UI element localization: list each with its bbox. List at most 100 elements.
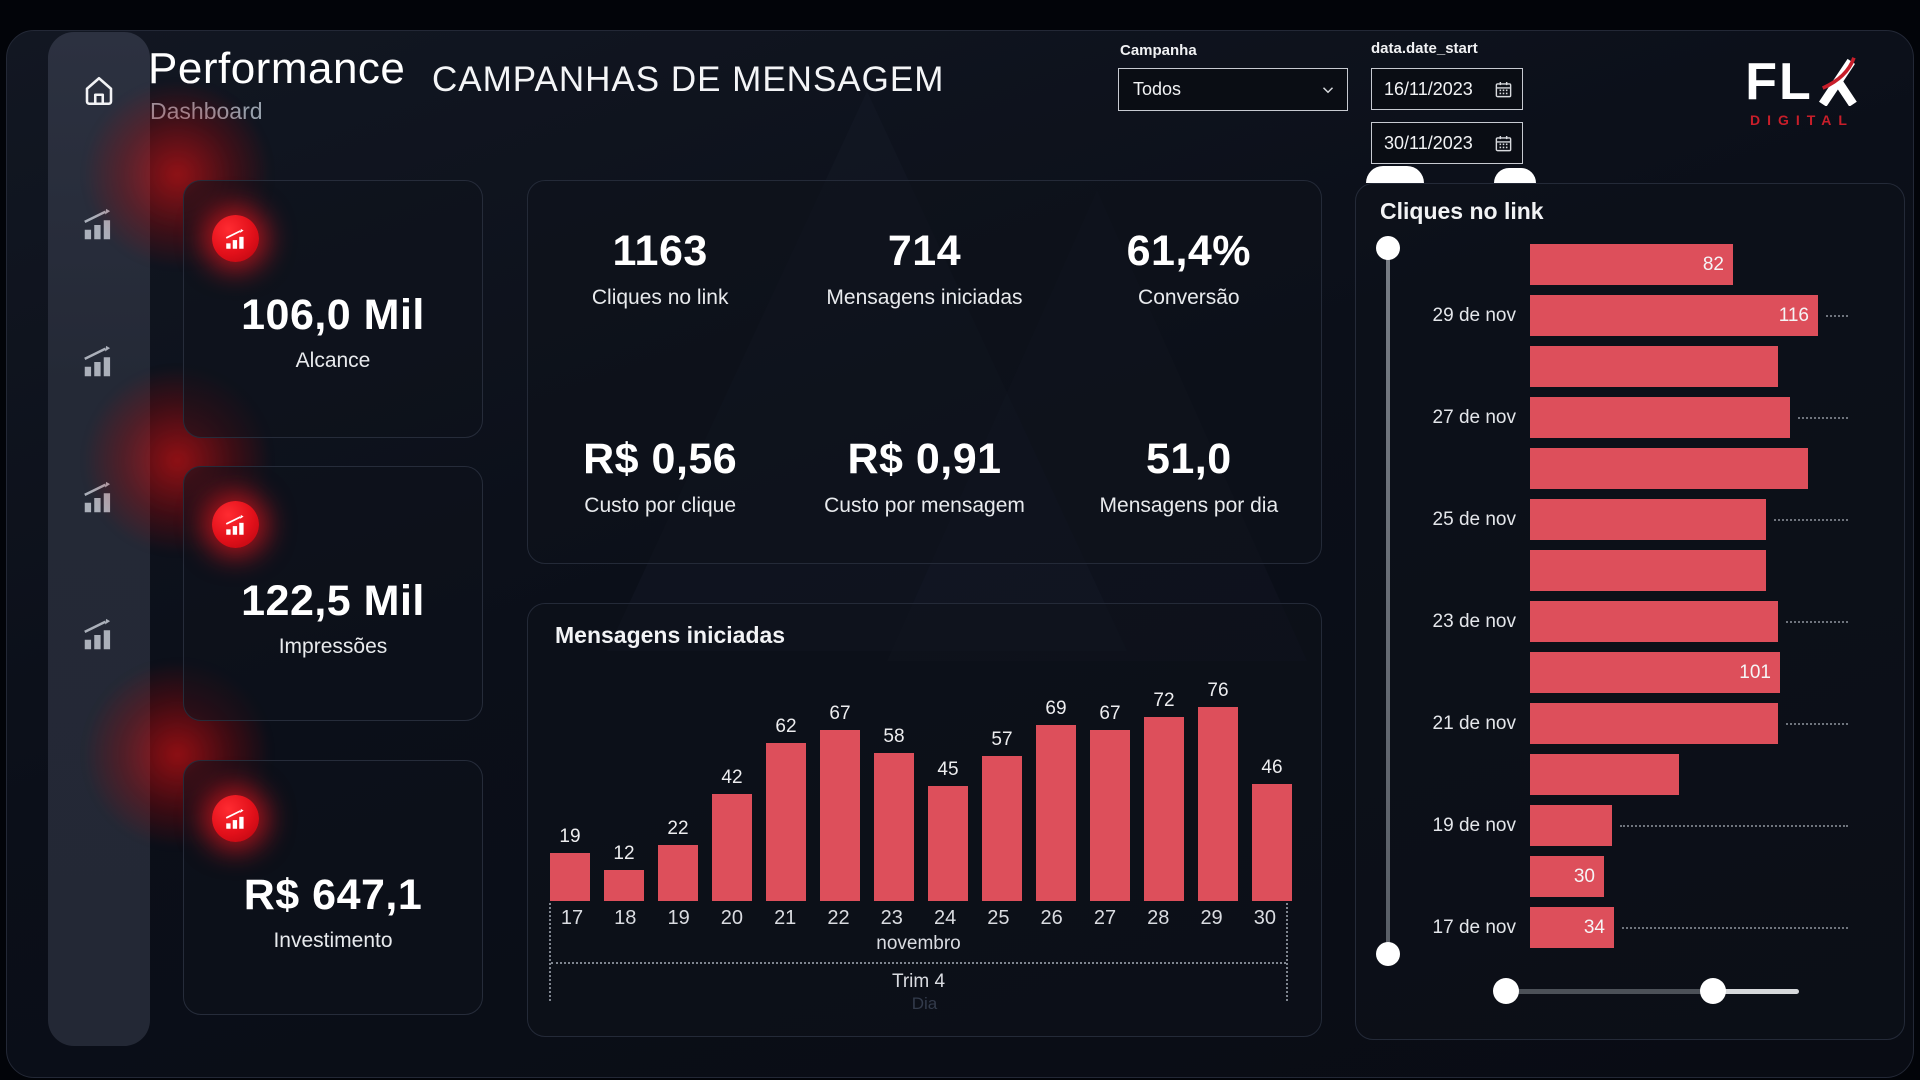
bar[interactable] (1530, 601, 1778, 642)
bar[interactable] (1530, 703, 1778, 744)
vertical-zoom-slider-handle-bottom[interactable] (1376, 942, 1400, 966)
bar-chart-trend-icon (84, 345, 111, 377)
horizontal-zoom-slider-handle-left[interactable] (1493, 978, 1519, 1004)
day-tick-label: 25 (987, 907, 1010, 929)
bar-value-label: 46 (1261, 757, 1283, 778)
bar[interactable]: 30 (1530, 856, 1604, 897)
bar-column[interactable]: 58 (874, 726, 914, 901)
stat-value: 1163 (612, 227, 708, 275)
bar[interactable]: 116 (1530, 295, 1818, 336)
date-start-input[interactable]: 16/11/2023 (1371, 68, 1523, 110)
bar[interactable] (1530, 346, 1778, 387)
bar[interactable] (1198, 707, 1238, 901)
bar[interactable] (1530, 499, 1766, 540)
bar-value-label: 76 (1207, 680, 1229, 701)
clicks-row (1404, 754, 1848, 795)
clicks-row: 29 de nov 116 (1404, 295, 1848, 336)
bar-column[interactable]: 69 (1036, 698, 1076, 901)
bar-chart-trend-icon (225, 808, 244, 829)
range-slider-handle[interactable] (1494, 168, 1536, 183)
axis-divider (551, 962, 1286, 964)
day-tick-label: 26 (1040, 907, 1063, 929)
bar[interactable] (658, 845, 698, 901)
bar[interactable] (1036, 725, 1076, 901)
bar[interactable] (820, 730, 860, 901)
dotted-gridline (1786, 620, 1848, 623)
day-tick-label: 24 (933, 907, 957, 929)
horizontal-zoom-slider-handle-right[interactable] (1700, 978, 1726, 1004)
date-category-label: 17 de nov (1432, 916, 1516, 938)
stat-value: 714 (887, 227, 962, 275)
bar-column[interactable]: 57 (982, 729, 1022, 901)
stats-card: 1163 Cliques no link 714 Mensagens inici… (527, 180, 1322, 564)
bar-column[interactable]: 76 (1198, 680, 1238, 901)
day-tick-label: 29 (1200, 907, 1223, 929)
calendar-icon[interactable] (1494, 80, 1513, 99)
bar-column[interactable]: 46 (1252, 757, 1292, 901)
stat-mensagens-por-dia: 51,0 Mensagens por dia (1057, 435, 1321, 518)
bar[interactable] (1090, 730, 1130, 901)
stat-label: Cliques no link (591, 286, 729, 309)
bar-column[interactable]: 12 (604, 843, 644, 901)
chart-title: Mensagens iniciadas (555, 622, 786, 648)
bar-column[interactable]: 45 (928, 759, 968, 901)
bar[interactable] (1530, 397, 1790, 438)
sidebar-item-report-2[interactable] (48, 343, 150, 381)
slider-track-selected[interactable] (1506, 989, 1713, 994)
bar[interactable] (1530, 805, 1612, 846)
bar[interactable]: 82 (1530, 244, 1733, 285)
x-axis-band: 17 18 19 20 21 22 23 24 25 26 27 28 29 30 novembro Tr… (549, 903, 1288, 1001)
bar[interactable] (1530, 550, 1766, 591)
bar-value-label: 57 (991, 729, 1013, 750)
bar-column[interactable]: 62 (766, 716, 806, 901)
stat-custo-por-clique: R$ 0,56 Custo por clique (528, 435, 792, 518)
date-category-label: 23 de nov (1432, 610, 1516, 632)
bar[interactable] (766, 743, 806, 901)
clicks-bars: 82 29 de nov 116 27 de nov 25 de nov 23 de no… (1404, 244, 1848, 958)
bar-value-label: 67 (1099, 703, 1121, 724)
bar-value-label: 62 (775, 716, 797, 737)
vertical-zoom-slider-track[interactable] (1386, 248, 1390, 954)
kpi-label: Alcance (295, 349, 371, 372)
slider-track-rest[interactable] (1713, 989, 1799, 994)
dotted-gridline (1798, 416, 1848, 419)
bar[interactable] (1144, 717, 1184, 901)
range-slider-handle[interactable] (1366, 166, 1424, 183)
bar[interactable] (982, 756, 1022, 901)
bar[interactable]: 101 (1530, 652, 1780, 693)
bar-column[interactable]: 22 (658, 818, 698, 901)
bar[interactable] (928, 786, 968, 901)
bar[interactable] (712, 794, 752, 901)
bar[interactable] (604, 870, 644, 901)
stat-conversao: 61,4% Conversão (1057, 227, 1321, 310)
kpi-value: 106,0 Mil (241, 291, 425, 339)
bar[interactable] (1530, 754, 1679, 795)
stat-label: Mensagens por dia (1099, 494, 1279, 517)
date-start-value: 16/11/2023 (1384, 78, 1473, 99)
quarter-axis-label: Trim 4 (891, 971, 946, 992)
stat-label: Conversão (1138, 286, 1240, 309)
date-end-input[interactable]: 30/11/2023 (1371, 122, 1523, 164)
kpi-icon-circle (212, 795, 259, 842)
date-category-label: 29 de nov (1432, 304, 1516, 326)
bar-column[interactable]: 42 (712, 767, 752, 901)
bar[interactable] (1530, 448, 1808, 489)
bar[interactable] (1252, 784, 1292, 901)
clicks-row: 25 de nov (1404, 499, 1848, 540)
clicks-row: 27 de nov (1404, 397, 1848, 438)
campaign-dropdown[interactable]: Todos (1118, 68, 1348, 111)
bar-column[interactable]: 67 (820, 703, 860, 901)
day-tick-label: 19 (667, 907, 690, 929)
bar[interactable] (874, 753, 914, 901)
logo-x-glyph (1818, 57, 1857, 106)
bar[interactable]: 34 (1530, 907, 1614, 948)
bar-column[interactable]: 19 (550, 826, 590, 901)
bar-column[interactable]: 67 (1090, 703, 1130, 901)
vertical-zoom-slider-handle-top[interactable] (1376, 236, 1400, 260)
bar[interactable] (550, 853, 590, 901)
calendar-icon[interactable] (1494, 134, 1513, 153)
clicks-row: 19 de nov (1404, 805, 1848, 846)
sidebar-item-report-4[interactable] (48, 616, 150, 654)
bar-column[interactable]: 72 (1144, 690, 1184, 901)
